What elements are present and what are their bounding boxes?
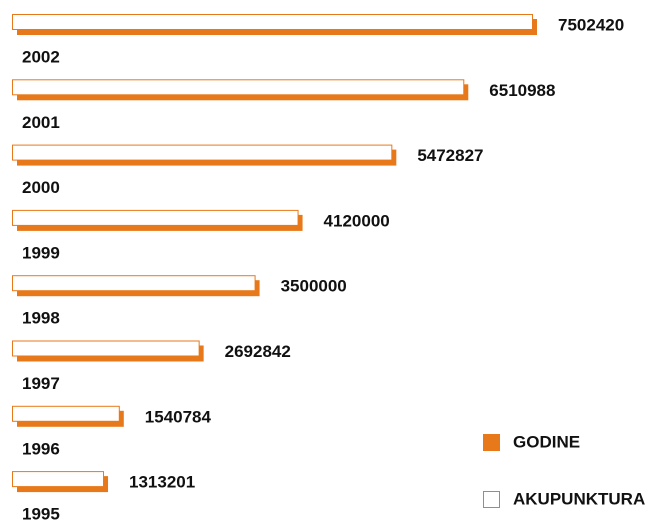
bar: [12, 144, 393, 161]
value-label: 6510988: [489, 81, 555, 100]
category-label: 1998: [22, 309, 60, 328]
value-label: 3500000: [281, 277, 347, 296]
value-label: 1313201: [129, 473, 195, 492]
category-label: 2001: [22, 113, 60, 132]
legend-label: AKUPUNKTURA: [513, 489, 645, 508]
category-label: 1999: [22, 243, 60, 262]
category-label: 2002: [22, 47, 60, 66]
bar: [12, 471, 105, 488]
value-label: 4120000: [324, 211, 390, 230]
bar: [12, 14, 533, 30]
category-label: 1996: [22, 439, 60, 458]
category-label: 1997: [22, 374, 60, 393]
bar: [12, 405, 120, 422]
bar: [12, 79, 465, 96]
legend-label: GODINE: [513, 432, 580, 451]
bar: [12, 340, 200, 357]
legend-swatch: [483, 434, 500, 451]
bar: [12, 209, 299, 226]
legend-swatch: [483, 491, 500, 508]
value-label: 5472827: [417, 146, 483, 165]
value-label: 1540784: [145, 407, 212, 426]
value-label: 7502420: [558, 15, 624, 34]
bar: [12, 275, 256, 292]
value-label: 2692842: [225, 342, 291, 361]
category-label: 1995: [22, 505, 60, 521]
category-label: 2000: [22, 178, 60, 197]
